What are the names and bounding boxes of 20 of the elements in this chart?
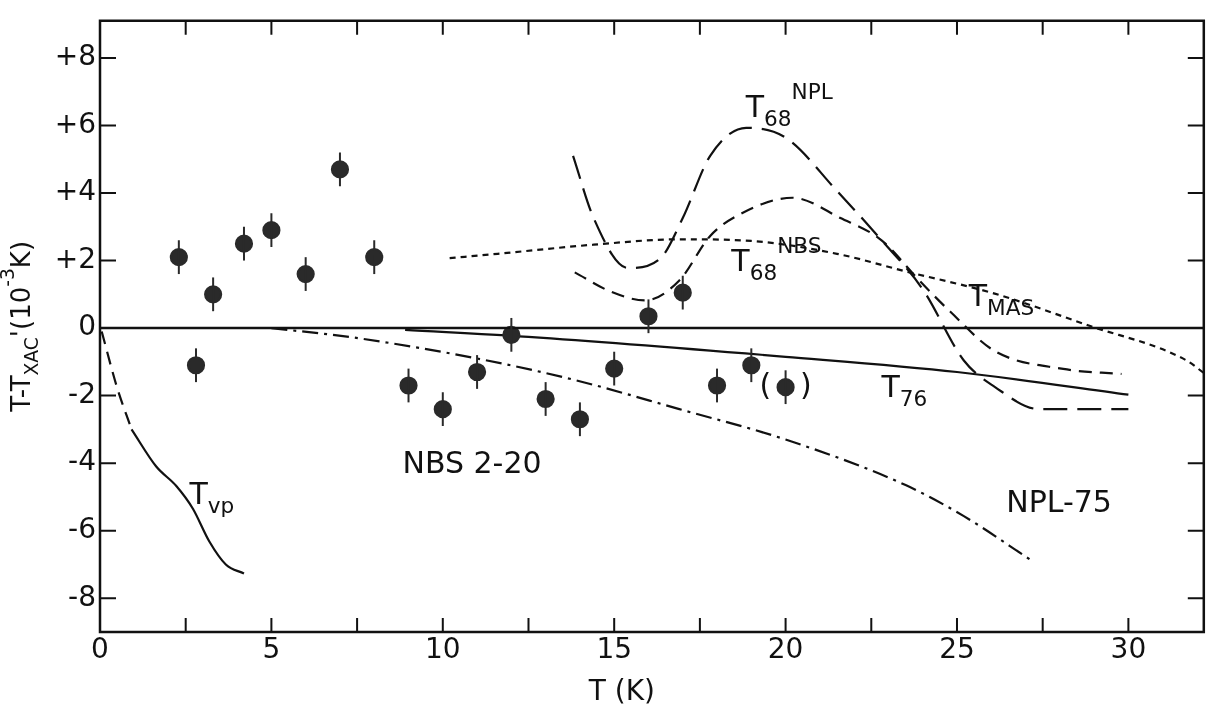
y-axis-title: T-TXAC'(10-3K) <box>0 240 42 413</box>
y-tick-label: -4 <box>68 444 96 478</box>
x-axis-title: T (K) <box>587 674 656 707</box>
y-tick-label: -8 <box>68 579 96 613</box>
annotation: ( ) <box>759 366 812 402</box>
y-tick-label: +4 <box>54 174 96 208</box>
x-tick-label: 10 <box>424 632 461 666</box>
y-tick-label: +2 <box>54 241 96 275</box>
y-tick-label: -6 <box>68 511 96 545</box>
y-tick-label: +6 <box>54 106 96 140</box>
series-label: NPL-75 <box>1006 484 1112 520</box>
x-tick-label: 25 <box>939 632 975 666</box>
y-tick-label: -2 <box>68 376 96 410</box>
series-label: NBS 2-20 <box>402 445 542 481</box>
y-tick-label: +8 <box>54 39 96 73</box>
x-tick-label: 15 <box>596 632 633 666</box>
x-tick-label: 20 <box>767 632 804 666</box>
y-tick-label: 0 <box>78 309 96 343</box>
x-tick-label: 5 <box>262 632 281 666</box>
x-tick-label: 30 <box>1110 632 1147 666</box>
